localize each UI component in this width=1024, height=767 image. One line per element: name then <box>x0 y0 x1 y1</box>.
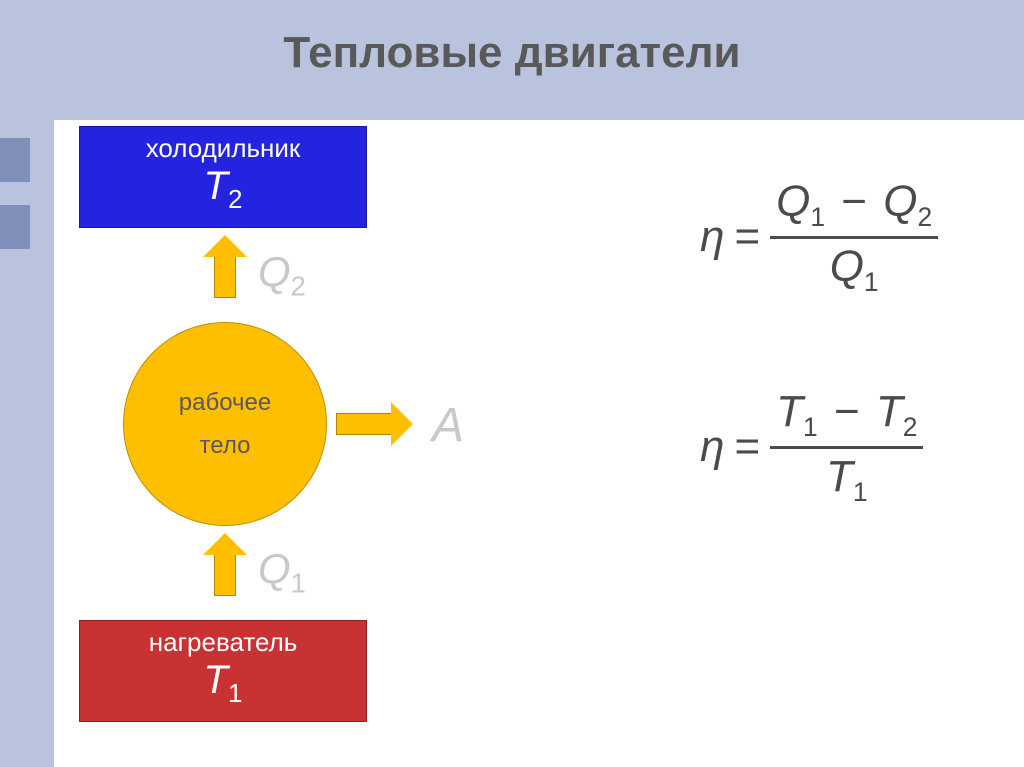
heater-symbol-letter: Т <box>204 658 228 702</box>
heater-box: нагреватель Т1 <box>79 620 367 722</box>
arrow-from-heater-icon <box>214 554 236 596</box>
heater-symbol: Т1 <box>204 658 243 709</box>
heater-label: нагреватель <box>80 621 366 658</box>
eta-symbol: η <box>700 212 724 262</box>
working-body-line2: тело <box>200 424 251 467</box>
working-body-line1: рабочее <box>179 381 271 424</box>
label-q1: Q1 <box>258 545 306 599</box>
label-q2-sub: 2 <box>291 270 306 301</box>
label-q1-sub: 1 <box>291 567 306 598</box>
left-strip <box>0 0 54 767</box>
num-a-sub: 1 <box>810 202 825 232</box>
arrow-work-icon <box>336 413 392 435</box>
label-q2-letter: Q <box>258 248 291 295</box>
cooler-symbol: Т2 <box>204 164 243 215</box>
num-a: Q <box>776 177 810 226</box>
numerator: T1 − T2 <box>770 388 923 446</box>
eta-symbol: η <box>700 422 724 472</box>
formula-eta-q: η = Q1 − Q2 Q1 <box>700 178 938 297</box>
slide: Тепловые двигатели холодильник Т2 нагрев… <box>0 0 1024 767</box>
den-a-sub: 1 <box>853 477 868 507</box>
working-body-circle: рабочее тело <box>123 322 327 526</box>
accent-block-2 <box>0 205 30 249</box>
equals-sign: = <box>734 422 760 472</box>
label-q2: Q2 <box>258 248 306 302</box>
label-q1-letter: Q <box>258 545 291 592</box>
accent-block-1 <box>0 138 30 182</box>
cooler-label: холодильник <box>80 127 366 164</box>
minus-sign: − <box>830 387 864 436</box>
num-b-sub: 2 <box>917 202 932 232</box>
cooler-symbol-sub: 2 <box>228 184 242 214</box>
num-b: T <box>876 387 903 436</box>
fraction: Q1 − Q2 Q1 <box>770 178 938 297</box>
den-a-sub: 1 <box>864 267 879 297</box>
num-b: Q <box>883 177 917 226</box>
den-a: T <box>826 452 853 501</box>
label-a: А <box>432 398 464 453</box>
num-a: T <box>776 387 803 436</box>
denominator: Q1 <box>824 239 885 297</box>
den-a: Q <box>830 242 864 291</box>
num-b-sub: 2 <box>903 412 918 442</box>
num-a-sub: 1 <box>803 412 818 442</box>
label-a-letter: А <box>432 399 464 452</box>
equals-sign: = <box>734 212 760 262</box>
cooler-symbol-letter: Т <box>204 164 228 208</box>
formula-eta-t: η = T1 − T2 T1 <box>700 388 923 507</box>
denominator: T1 <box>820 449 874 507</box>
arrow-to-cooler-icon <box>214 256 236 298</box>
fraction: T1 − T2 T1 <box>770 388 923 507</box>
slide-title: Тепловые двигатели <box>0 28 1024 78</box>
cooler-box: холодильник Т2 <box>79 126 367 228</box>
numerator: Q1 − Q2 <box>770 178 938 236</box>
minus-sign: − <box>837 177 871 226</box>
heater-symbol-sub: 1 <box>228 678 242 708</box>
